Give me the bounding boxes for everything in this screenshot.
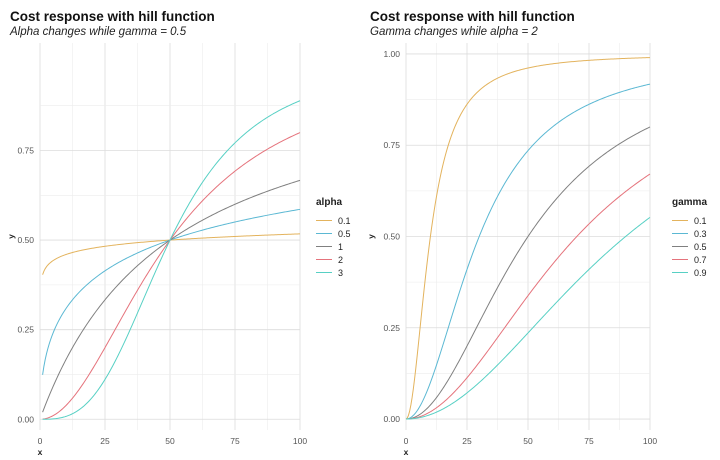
x-tick-label: 25 — [100, 436, 110, 446]
chart-plot-area: 0 25 50 75 100 0.00 0.25 0.50 0.75 1.00 x y — [366, 43, 657, 457]
x-tick-label: 75 — [584, 436, 594, 446]
chart-panel-alpha: Cost response with hill function Alpha c… — [6, 9, 351, 457]
series-line-2 — [42, 132, 301, 420]
x-tick-label: 100 — [293, 436, 307, 446]
x-tick-label: 50 — [523, 436, 533, 446]
legend-title: alpha — [316, 197, 343, 208]
legend-item: 3 — [316, 266, 351, 279]
legend-item: 0.1 — [672, 214, 707, 227]
y-tick-label: 0.25 — [17, 325, 34, 335]
y-tick-label: 0.50 — [383, 232, 400, 242]
x-tick-label: 75 — [230, 436, 240, 446]
legend-label: 0.5 — [694, 241, 707, 252]
grid — [405, 43, 651, 430]
x-tick-label: 25 — [462, 436, 472, 446]
y-tick-label: 0.25 — [383, 323, 400, 333]
legend-label: 0.5 — [338, 228, 351, 239]
legend-item: 0.3 — [672, 227, 707, 240]
legend-key — [672, 246, 688, 247]
y-axis-label: y — [6, 234, 16, 239]
chart-title: Cost response with hill function — [370, 9, 575, 24]
legend-item: 1 — [316, 240, 351, 253]
x-axis-label: x — [38, 447, 43, 457]
x-axis-label: x — [404, 447, 409, 457]
x-tick-label: 50 — [165, 436, 175, 446]
y-tick-label: 1.00 — [383, 49, 400, 59]
chart-title: Cost response with hill function — [10, 9, 215, 24]
x-tick-label: 100 — [643, 436, 657, 446]
legend-item: 0.9 — [672, 266, 707, 279]
chart-subtitle: Alpha changes while gamma = 0.5 — [10, 26, 187, 38]
series-line-0-7 — [405, 173, 651, 420]
grid — [39, 43, 301, 430]
legend: alpha 0.1 0.5 1 2 3 — [316, 197, 351, 279]
legend-label: 0.7 — [694, 254, 707, 265]
legend-key — [316, 246, 332, 247]
legend-label: 1 — [338, 241, 344, 252]
y-axis-label: y — [366, 234, 376, 239]
series-line-0-9 — [405, 216, 651, 420]
legend-key — [672, 272, 688, 273]
series-line-0-1 — [405, 57, 651, 420]
legend-label: 0.3 — [694, 228, 707, 239]
y-tick-label: 0.75 — [383, 140, 400, 150]
legend-key — [316, 220, 332, 221]
legend-label: 3 — [338, 267, 344, 278]
legend-item: 0.5 — [316, 227, 351, 240]
y-tick-label: 0.50 — [17, 235, 34, 245]
legend-label: 2 — [338, 254, 344, 265]
legend-label: 0.9 — [694, 267, 707, 278]
series-line-0-3 — [405, 83, 651, 420]
series-line-1 — [42, 179, 301, 413]
chart-panel-gamma: Cost response with hill function Gamma c… — [360, 0, 720, 460]
legend-label: 0.1 — [694, 215, 707, 226]
legend-key — [672, 220, 688, 221]
series-line-0-5 — [405, 126, 651, 420]
legend: gamma 0.1 0.3 0.5 0.7 0.9 — [672, 197, 707, 279]
legend-key — [672, 233, 688, 234]
x-tick-label: 0 — [38, 436, 43, 446]
y-tick-label: 0.00 — [383, 414, 400, 424]
legend-label: 0.1 — [338, 215, 351, 226]
chart-subtitle: Gamma changes while alpha = 2 — [370, 26, 538, 38]
legend-key — [316, 233, 332, 234]
series-line-3 — [42, 100, 301, 420]
chart-plot-area: 0 25 50 75 100 0.00 0.25 0.50 0.75 x y — [6, 43, 307, 457]
legend-item: 0.1 — [316, 214, 351, 227]
legend-item: 0.5 — [672, 240, 707, 253]
legend-title: gamma — [672, 197, 708, 208]
legend-key — [316, 259, 332, 260]
legend-item: 2 — [316, 253, 351, 266]
y-tick-label: 0.75 — [17, 146, 34, 156]
legend-item: 0.7 — [672, 253, 707, 266]
series-line-0-5 — [42, 208, 301, 375]
legend-key — [672, 259, 688, 260]
x-tick-label: 0 — [404, 436, 409, 446]
y-tick-label: 0.00 — [17, 414, 34, 424]
legend-key — [316, 272, 332, 273]
